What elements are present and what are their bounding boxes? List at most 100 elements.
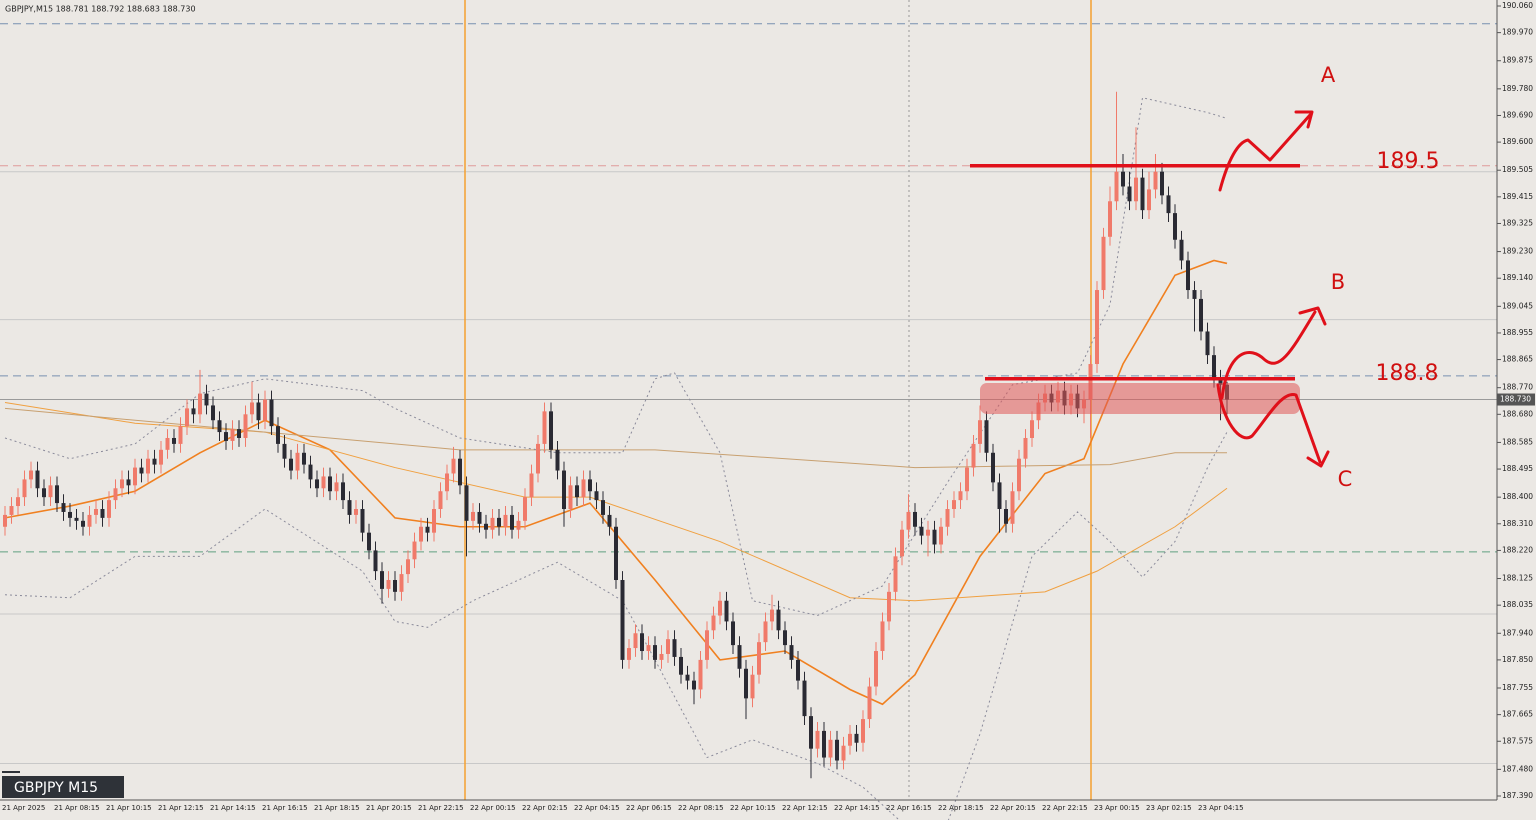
- candle-body: [698, 659, 703, 690]
- candle-body: [711, 615, 716, 631]
- y-tick-label: 189.415: [1502, 192, 1533, 201]
- candle-body: [1010, 491, 1015, 524]
- y-tick-label: 189.600: [1502, 137, 1533, 146]
- candle-body: [822, 730, 826, 758]
- x-tick-label: 23 Apr 02:15: [1146, 804, 1192, 812]
- candle-body: [497, 517, 501, 527]
- y-tick-label: 188.495: [1502, 464, 1533, 473]
- x-tick-label: 22 Apr 06:15: [626, 804, 672, 812]
- candle-body: [516, 520, 521, 530]
- candle-body: [22, 479, 27, 498]
- candle-body: [1212, 355, 1216, 379]
- header: GBPJPY,M15 188.781 188.792 188.683 188.7…: [5, 5, 196, 14]
- candle-body: [958, 491, 963, 501]
- candle-body: [640, 633, 644, 652]
- candle-body: [386, 580, 391, 589]
- candle-body: [614, 526, 618, 581]
- candle-body: [1004, 508, 1008, 524]
- scenario-label: C: [1338, 467, 1353, 491]
- candle-body: [237, 429, 241, 438]
- candle-body: [1017, 458, 1021, 492]
- candle-body: [172, 437, 176, 444]
- x-tick-label: 23 Apr 04:15: [1198, 804, 1244, 812]
- candle-body: [607, 514, 612, 527]
- candle-body: [679, 656, 683, 675]
- candle-body: [328, 476, 332, 492]
- candle-body: [373, 550, 378, 572]
- candle-body: [321, 476, 326, 489]
- y-tick-label: 189.230: [1502, 247, 1533, 256]
- candle-body: [750, 674, 755, 699]
- candle-body: [354, 508, 358, 515]
- candle-body: [256, 402, 261, 421]
- y-tick-label: 187.480: [1502, 764, 1533, 773]
- candle-body: [68, 511, 72, 518]
- candle-body: [380, 571, 384, 589]
- candle-body: [107, 500, 111, 518]
- candle-body: [581, 479, 586, 498]
- candle-body: [484, 523, 488, 530]
- candle-body: [1030, 420, 1034, 438]
- candle-body: [945, 508, 950, 527]
- candle-body: [1121, 171, 1125, 187]
- candle-body: [841, 745, 846, 761]
- y-tick-label: 189.970: [1502, 28, 1533, 37]
- x-tick-label: 23 Apr 00:15: [1094, 804, 1140, 812]
- candle-body: [87, 514, 92, 527]
- candle-body: [1127, 186, 1132, 202]
- arrow-b-head: [1298, 306, 1327, 326]
- candle-body: [1140, 177, 1145, 211]
- x-tick-label: 22 Apr 10:15: [730, 804, 776, 812]
- x-tick-label: 22 Apr 12:15: [782, 804, 828, 812]
- candle-body: [718, 600, 722, 616]
- y-tick-label: 188.220: [1502, 545, 1533, 554]
- candle-body: [81, 520, 85, 527]
- candle-body: [55, 485, 59, 504]
- candle-body: [601, 500, 605, 515]
- x-tick-label: 21 Apr 16:15: [262, 804, 308, 812]
- x-tick-label: 22 Apr 18:15: [938, 804, 984, 812]
- candle-body: [880, 621, 885, 652]
- candle-body: [744, 668, 748, 699]
- candle-body: [536, 443, 540, 474]
- candle-body: [1186, 260, 1190, 291]
- indicator-line: [4, 97, 1228, 617]
- y-tick-label: 189.140: [1502, 273, 1533, 282]
- y-tick-label: 189.505: [1502, 165, 1533, 174]
- candle-body: [1218, 378, 1223, 385]
- x-tick-label: 22 Apr 16:15: [886, 804, 932, 812]
- arrow-c: [1216, 383, 1322, 464]
- y-tick-label: 188.680: [1502, 409, 1533, 418]
- candle-body: [16, 497, 20, 507]
- candle-body: [1023, 437, 1028, 459]
- candle-body: [705, 630, 709, 660]
- candle-body: [1166, 195, 1171, 214]
- candle-body: [9, 506, 14, 515]
- candle-body: [230, 429, 235, 441]
- candle-body: [1179, 239, 1184, 261]
- candle-body: [464, 485, 469, 521]
- candle-body: [815, 730, 820, 749]
- candle-body: [789, 645, 794, 660]
- arrow-b: [1220, 310, 1317, 400]
- y-tick-label: 187.940: [1502, 628, 1533, 637]
- candle-body: [198, 393, 202, 415]
- candle-body: [477, 511, 482, 524]
- annotations: [970, 164, 1300, 381]
- candle-body: [185, 408, 189, 427]
- candle-body: [783, 630, 787, 646]
- candle-body: [29, 470, 33, 480]
- candle-body: [984, 420, 989, 453]
- candle-body: [334, 482, 339, 492]
- candle-body: [672, 639, 677, 657]
- candle-body: [646, 645, 651, 652]
- candle-body: [451, 458, 456, 474]
- candle-body: [204, 393, 209, 406]
- arrow-a-head: [1294, 110, 1314, 129]
- candle-body: [458, 458, 462, 486]
- candle-body: [724, 600, 729, 622]
- candle-body: [692, 680, 696, 690]
- scenario-arrows: [1216, 110, 1330, 468]
- y-tick-label: 187.390: [1502, 791, 1533, 800]
